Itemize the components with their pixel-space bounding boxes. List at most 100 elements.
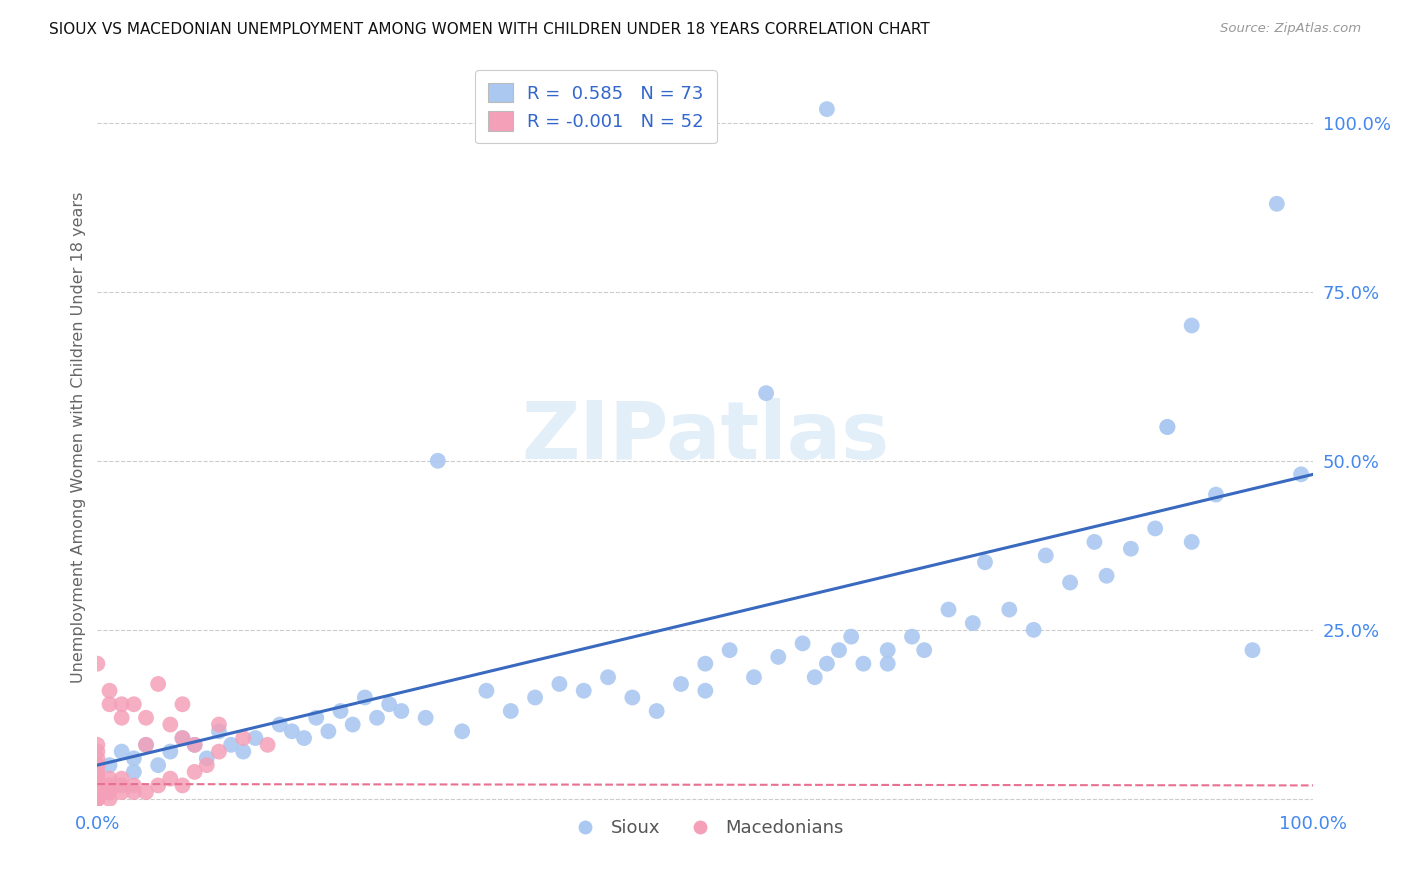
- Point: [1265, 196, 1288, 211]
- Point: [329, 704, 352, 718]
- Point: [98, 698, 121, 712]
- Point: [366, 711, 388, 725]
- Point: [98, 792, 121, 806]
- Point: [195, 751, 218, 765]
- Point: [695, 683, 717, 698]
- Text: SIOUX VS MACEDONIAN UNEMPLOYMENT AMONG WOMEN WITH CHILDREN UNDER 18 YEARS CORREL: SIOUX VS MACEDONIAN UNEMPLOYMENT AMONG W…: [49, 22, 929, 37]
- Point: [378, 698, 401, 712]
- Point: [292, 731, 315, 745]
- Point: [342, 717, 364, 731]
- Point: [159, 772, 181, 786]
- Point: [195, 758, 218, 772]
- Point: [219, 738, 242, 752]
- Point: [183, 738, 205, 752]
- Point: [135, 711, 157, 725]
- Point: [172, 731, 194, 745]
- Point: [901, 630, 924, 644]
- Point: [742, 670, 765, 684]
- Point: [596, 670, 619, 684]
- Point: [86, 758, 108, 772]
- Point: [111, 785, 134, 799]
- Point: [974, 555, 997, 569]
- Point: [86, 751, 108, 765]
- Point: [1022, 623, 1045, 637]
- Point: [232, 745, 254, 759]
- Point: [669, 677, 692, 691]
- Point: [86, 745, 108, 759]
- Point: [1144, 521, 1167, 535]
- Point: [183, 764, 205, 779]
- Point: [172, 731, 194, 745]
- Point: [98, 683, 121, 698]
- Text: Source: ZipAtlas.com: Source: ZipAtlas.com: [1220, 22, 1361, 36]
- Point: [281, 724, 304, 739]
- Point: [98, 785, 121, 799]
- Legend: Sioux, Macedonians: Sioux, Macedonians: [560, 812, 851, 845]
- Point: [548, 677, 571, 691]
- Point: [122, 764, 145, 779]
- Point: [172, 698, 194, 712]
- Point: [1156, 420, 1178, 434]
- Point: [269, 717, 291, 731]
- Point: [86, 792, 108, 806]
- Point: [111, 772, 134, 786]
- Point: [86, 785, 108, 799]
- Point: [815, 657, 838, 671]
- Point: [256, 738, 278, 752]
- Point: [876, 643, 898, 657]
- Y-axis label: Unemployment Among Women with Children Under 18 years: Unemployment Among Women with Children U…: [72, 192, 86, 682]
- Point: [86, 772, 108, 786]
- Point: [451, 724, 474, 739]
- Point: [135, 738, 157, 752]
- Point: [86, 758, 108, 772]
- Point: [499, 704, 522, 718]
- Point: [135, 738, 157, 752]
- Point: [86, 792, 108, 806]
- Point: [86, 779, 108, 793]
- Point: [1181, 318, 1204, 333]
- Point: [135, 785, 157, 799]
- Point: [524, 690, 547, 705]
- Point: [815, 102, 838, 116]
- Point: [183, 738, 205, 752]
- Point: [389, 704, 412, 718]
- Point: [1083, 535, 1105, 549]
- Point: [318, 724, 340, 739]
- Point: [146, 779, 169, 793]
- Point: [755, 386, 778, 401]
- Point: [111, 779, 134, 793]
- Point: [86, 772, 108, 786]
- Point: [111, 698, 134, 712]
- Point: [111, 711, 134, 725]
- Point: [86, 657, 108, 671]
- Point: [572, 683, 595, 698]
- Point: [621, 690, 644, 705]
- Point: [86, 738, 108, 752]
- Point: [305, 711, 328, 725]
- Point: [146, 758, 169, 772]
- Point: [1059, 575, 1081, 590]
- Point: [1289, 467, 1312, 482]
- Point: [962, 616, 984, 631]
- Point: [208, 745, 231, 759]
- Point: [1181, 535, 1204, 549]
- Point: [172, 779, 194, 793]
- Point: [426, 454, 449, 468]
- Point: [122, 698, 145, 712]
- Point: [1156, 420, 1178, 434]
- Point: [208, 724, 231, 739]
- Point: [86, 764, 108, 779]
- Point: [1241, 643, 1264, 657]
- Point: [876, 657, 898, 671]
- Point: [86, 792, 108, 806]
- Point: [353, 690, 375, 705]
- Point: [98, 772, 121, 786]
- Point: [912, 643, 935, 657]
- Point: [803, 670, 825, 684]
- Point: [86, 764, 108, 779]
- Point: [159, 745, 181, 759]
- Point: [1095, 568, 1118, 582]
- Point: [98, 779, 121, 793]
- Point: [159, 717, 181, 731]
- Point: [111, 745, 134, 759]
